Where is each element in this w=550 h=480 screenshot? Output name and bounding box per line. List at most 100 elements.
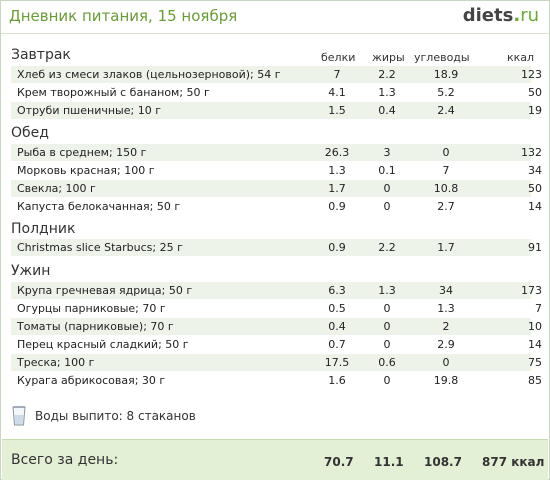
table-row: Огурцы парниковые; 70 г 0.5 0 1.3 7	[11, 300, 542, 317]
carbs-value: 7	[442, 164, 450, 177]
table-row: Перец красный сладкий; 50 г 0.7 0 2.9 14	[11, 336, 542, 353]
kcal-value: 75	[528, 356, 542, 369]
food-name: Хлеб из смеси злаков (цельнозерновой); 5…	[17, 68, 281, 81]
kcal-value: 10	[528, 320, 542, 333]
protein-value: 0.5	[328, 302, 346, 315]
kcal-value: 19	[528, 104, 542, 117]
table-row: Свекла; 100 г 1.7 0 10.8 50	[11, 180, 542, 197]
carbs-value: 5.2	[437, 86, 455, 99]
fat-value: 2.2	[378, 68, 396, 81]
food-name: Капуста белокачанная; 50 г	[17, 200, 181, 213]
kcal-value: 14	[528, 338, 542, 351]
food-name: Перец красный сладкий; 50 г	[17, 338, 189, 351]
fat-value: 0.6	[378, 356, 396, 369]
food-name: Крем творожный с бананом; 50 г	[17, 86, 210, 99]
logo-dot: .	[513, 5, 521, 26]
protein-value: 1.7	[328, 182, 346, 195]
kcal-value: 132	[521, 146, 542, 159]
table-row: Крупа гречневая ядрица; 50 г 6.3 1.3 34 …	[11, 282, 542, 299]
header: Дневник питания, 15 ноября diets.ru	[1, 1, 549, 34]
column-header-fat: жиры	[372, 51, 405, 64]
fat-value: 0	[383, 338, 391, 351]
table-row: Морковь красная; 100 г 1.3 0.1 7 34	[11, 162, 542, 179]
kcal-value: 34	[528, 164, 542, 177]
fat-value: 0	[383, 374, 391, 387]
protein-value: 0.4	[328, 320, 346, 333]
table-row: Томаты (парниковые); 70 г 0.4 0 2 10	[11, 318, 542, 335]
total-fat: 11.1	[374, 455, 404, 469]
water-text: Воды выпито: 8 стаканов	[35, 409, 196, 423]
total-carbs: 108.7	[424, 455, 462, 469]
kcal-value: 7	[535, 302, 542, 315]
carbs-value: 2.7	[437, 200, 455, 213]
table-row: Курага абрикосовая; 30 г 1.6 0 19.8 85	[11, 372, 542, 389]
food-name: Рыба в среднем; 150 г	[17, 146, 147, 159]
carbs-value: 0	[442, 356, 450, 369]
fat-value: 0	[383, 320, 391, 333]
fat-value: 1.3	[378, 86, 396, 99]
logo-tld: ru	[520, 5, 539, 26]
site-logo[interactable]: diets.ru	[463, 5, 539, 26]
meal-title-dinner: Ужин	[11, 263, 51, 279]
protein-value: 1.5	[328, 104, 346, 117]
protein-value: 0.7	[328, 338, 346, 351]
kcal-value: 91	[528, 241, 542, 254]
column-header-carbs: углеводы	[414, 51, 470, 64]
protein-value: 26.3	[324, 146, 350, 159]
protein-value: 1.6	[328, 374, 346, 387]
kcal-value: 50	[528, 182, 542, 195]
carbs-value: 1.3	[437, 302, 455, 315]
food-name: Свекла; 100 г	[17, 182, 96, 195]
fat-value: 0.1	[378, 164, 396, 177]
kcal-value: 123	[521, 68, 542, 81]
table-row: Капуста белокачанная; 50 г 0.9 0 2.7 14	[11, 198, 542, 215]
protein-value: 1.3	[328, 164, 346, 177]
page-title: Дневник питания, 15 ноября	[9, 7, 238, 25]
kcal-value: 85	[528, 374, 542, 387]
meal-title-breakfast: Завтрак	[11, 47, 71, 63]
logo-main: diets	[462, 5, 514, 26]
fat-value: 1.3	[378, 284, 396, 297]
table-row: Треска; 100 г 17.5 0.6 0 75	[11, 354, 542, 371]
meal-title-lunch: Обед	[11, 125, 49, 141]
protein-value: 4.1	[328, 86, 346, 99]
table-row: Рыба в среднем; 150 г 26.3 3 0 132	[11, 144, 542, 161]
protein-value: 0.9	[328, 241, 346, 254]
meal-title-snack: Полдник	[11, 221, 76, 237]
food-name: Огурцы парниковые; 70 г	[17, 302, 166, 315]
food-name: Christmas slice Starbucs; 25 г	[17, 241, 183, 254]
total-kcal: 877 ккал	[482, 455, 545, 469]
fat-value: 0	[383, 302, 391, 315]
food-name: Крупа гречневая ядрица; 50 г	[17, 284, 193, 297]
fat-value: 2.2	[378, 241, 396, 254]
table-row: Крем творожный с бананом; 50 г 4.1 1.3 5…	[11, 84, 542, 101]
total-label: Всего за день:	[11, 452, 119, 468]
carbs-value: 0	[442, 146, 450, 159]
table-row: Christmas slice Starbucs; 25 г 0.9 2.2 1…	[11, 239, 542, 256]
carbs-value: 10.8	[433, 182, 459, 195]
carbs-value: 19.8	[433, 374, 459, 387]
table-row: Отруби пшеничные; 10 г 1.5 0.4 2.4 19	[11, 102, 542, 119]
carbs-value: 2	[442, 320, 450, 333]
food-name: Томаты (парниковые); 70 г	[17, 320, 174, 333]
fat-value: 0.4	[378, 104, 396, 117]
fat-value: 3	[383, 146, 391, 159]
kcal-value: 50	[528, 86, 542, 99]
food-name: Курага абрикосовая; 30 г	[17, 374, 166, 387]
protein-value: 6.3	[328, 284, 346, 297]
table-row: Хлеб из смеси злаков (цельнозерновой); 5…	[11, 66, 542, 83]
kcal-value: 14	[528, 200, 542, 213]
food-name: Треска; 100 г	[17, 356, 95, 369]
carbs-value: 1.7	[437, 241, 455, 254]
carbs-value: 34	[439, 284, 453, 297]
glass-icon	[12, 406, 26, 426]
carbs-value: 2.4	[437, 104, 455, 117]
carbs-value: 2.9	[437, 338, 455, 351]
fat-value: 0	[383, 200, 391, 213]
food-name: Отруби пшеничные; 10 г	[17, 104, 161, 117]
carbs-value: 18.9	[433, 68, 459, 81]
kcal-value: 173	[521, 284, 542, 297]
column-header-protein: белки	[321, 51, 356, 64]
protein-value: 0.9	[328, 200, 346, 213]
